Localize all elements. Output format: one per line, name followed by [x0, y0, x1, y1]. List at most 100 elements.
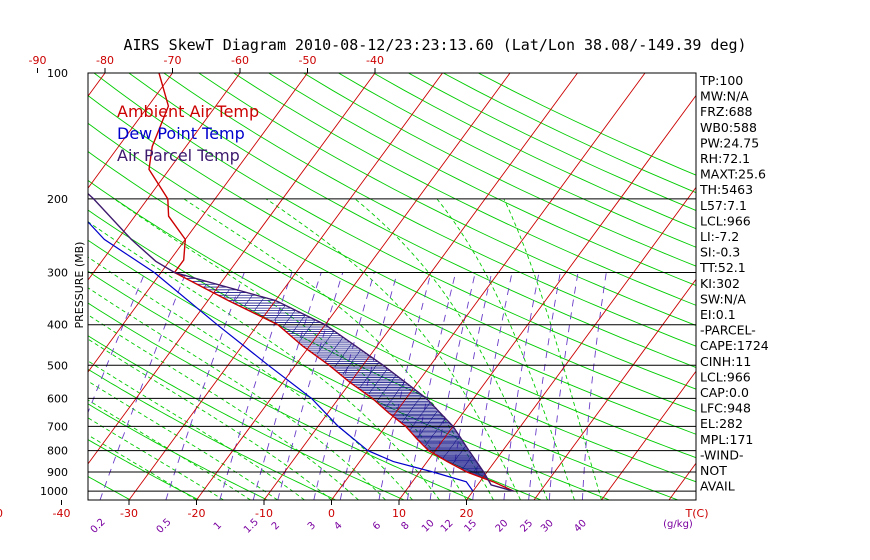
dry-adiabat-line [88, 239, 610, 500]
mixing-ratio-label: 8 [399, 520, 411, 532]
cape-hatch-line [376, 375, 396, 402]
mixing-ratio-line [581, 272, 607, 500]
isotherm-line [88, 73, 106, 97]
cape-hatch-line [452, 445, 466, 464]
isotherm-line [88, 73, 173, 189]
cape-hatch-line [384, 382, 405, 409]
index-item: FRZ:688 [700, 104, 753, 119]
cape-hatch-line [254, 297, 265, 311]
mixing-ratio-line [472, 272, 513, 500]
moist-adiabat-line [265, 198, 521, 500]
mixing-ratio-label: 0.5 [155, 517, 174, 536]
cape-hatch-line [334, 343, 352, 368]
y-axis-label: PRESSURE (MB) [73, 242, 86, 329]
top-temp-label: -90 [29, 54, 47, 67]
isotherm-line [0, 73, 38, 500]
legend-entry: Air Parcel Temp [117, 146, 240, 165]
top-temp-label: -40 [366, 54, 384, 67]
isotherm-line [398, 94, 696, 500]
index-item: MPL:171 [700, 432, 753, 447]
index-item: -WIND- [700, 447, 744, 462]
pressure-tick-label: 600 [47, 392, 68, 405]
cape-hatch-line [462, 456, 472, 470]
moist-adiabat-line [88, 314, 359, 500]
isotherm-line [331, 73, 646, 500]
isotherm-line [88, 73, 376, 465]
mixing-ratio-line [548, 272, 579, 500]
moist-adiabat-line [88, 287, 386, 500]
dry-adiabat-line [338, 73, 696, 248]
moist-adiabat-line [88, 221, 440, 500]
mixing-ratio-label: 3 [306, 520, 318, 532]
mixing-ratio-label: 6 [371, 520, 383, 532]
bottom-temp-label: -40 [53, 507, 71, 520]
cape-hatch-line [401, 395, 423, 423]
index-item: LFC:948 [700, 401, 751, 416]
pressure-tick-label: 100 [47, 67, 68, 80]
moist-adiabat-line [88, 417, 224, 500]
index-item: KI:302 [700, 276, 740, 291]
mixing-ratio-line [99, 272, 187, 500]
cape-hatch-line [359, 363, 379, 388]
cape-hatch-line [424, 418, 446, 447]
mixing-ratio-label: 30 [539, 518, 556, 535]
dry-adiabat-line [0, 73, 62, 500]
index-item: SI:-0.3 [700, 245, 740, 260]
mixing-ratio-line [503, 272, 540, 500]
mixing-ratio-line [165, 272, 245, 500]
bottom-temp-label: -50 [0, 507, 3, 520]
index-item: TT:52.1 [699, 260, 746, 275]
dry-adiabat-line [303, 73, 696, 267]
mixing-ratio-label: 40 [572, 518, 589, 535]
mixing-ratio-label: 10 [420, 518, 437, 535]
top-temp-label: -70 [164, 54, 182, 67]
top-temp-label: -80 [96, 54, 114, 67]
dry-adiabat-line [443, 73, 696, 194]
mixing-ratio-label: 0.2 [89, 517, 108, 536]
mixing-ratio-line [378, 272, 432, 500]
mixing-ratio-label: 25 [519, 518, 536, 535]
mixing-ratio-label: 2 [270, 520, 282, 532]
index-item: MW:N/A [700, 89, 749, 104]
index-item: NOT [700, 463, 727, 478]
moist-adiabat-line [88, 256, 413, 500]
cape-hatch-line [324, 337, 343, 362]
dry-adiabat-line [163, 73, 696, 347]
pressure-tick-label: 1000 [40, 485, 68, 498]
index-item: LI:-7.2 [700, 229, 739, 244]
mixing-ratio-line [448, 272, 493, 500]
dry-adiabat-line [88, 368, 336, 500]
dry-adiabat-line [128, 73, 696, 368]
ambient-temp-line [148, 73, 514, 492]
moist-adiabat-line [88, 399, 251, 500]
index-item: CAP:0.0 [700, 385, 749, 400]
cape-hatch-line [368, 368, 388, 394]
pressure-tick-label: 200 [47, 193, 68, 206]
index-item: TP:100 [699, 73, 743, 88]
mixing-ratio-line [219, 272, 293, 500]
moist-adiabat-line [88, 360, 305, 500]
index-item: CINH:11 [700, 354, 751, 369]
dewpoint-line [88, 221, 474, 492]
bottom-temp-label: 0 [328, 507, 335, 520]
isotherm-line [128, 73, 443, 500]
mixing-ratio-label: 20 [494, 518, 511, 535]
index-item: AVAIL [700, 479, 735, 494]
chart-title: AIRS SkewT Diagram 2010-08-12/23:23:13.6… [123, 36, 747, 54]
moist-adiabat-line [88, 338, 332, 500]
index-item: EI:0.1 [700, 307, 736, 322]
pressure-tick-label: 900 [47, 466, 68, 479]
index-item: CAPE:1724 [700, 338, 769, 353]
dry-adiabat-line [233, 73, 696, 306]
plot-frame [87, 72, 697, 501]
mixing-ratio-line [339, 272, 398, 500]
dry-adiabat-line [88, 439, 200, 500]
isotherm-line [88, 73, 241, 281]
isotherm-line [533, 278, 696, 500]
mixing-ratio-unit-label: (g/kg) [663, 519, 693, 530]
index-item: RH:72.1 [700, 151, 750, 166]
index-item: LCL:966 [700, 369, 751, 384]
top-temp-label: -60 [231, 54, 249, 67]
cape-hatch-line [204, 284, 207, 288]
